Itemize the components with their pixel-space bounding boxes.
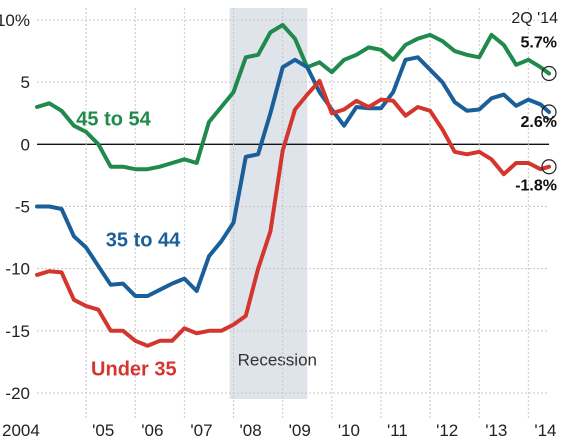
y-tick-label: 10% [0, 11, 30, 30]
recession-band-layer: Recession [229, 8, 317, 399]
x-tick-label: '14 [534, 421, 556, 440]
x-tick-label: '11 [387, 421, 408, 440]
end-value-label: 2.6% [521, 114, 557, 131]
axis-layer: 10% 5 0 -5 -10 -15 -20 2004 '05 '06 '07 '08 '09 '10 '1… [0, 11, 557, 440]
series-label: Under 35 [91, 359, 177, 381]
series-line [35, 23, 551, 172]
y-tick-label: -10 [5, 260, 30, 279]
x-tick-label: '05 [92, 421, 114, 440]
y-tick-label: -15 [5, 322, 30, 341]
series-layer [35, 23, 551, 348]
series-line [35, 55, 551, 298]
series-line [35, 78, 551, 348]
end-marker [541, 159, 557, 175]
x-tick-label: '13 [485, 421, 507, 440]
label-layer: 45 to 54 35 to 44 Under 35 5.7% 2.6% -1.8% 2Q … [76, 10, 558, 381]
end-value-label: 5.7% [521, 34, 557, 51]
series-label: 45 to 54 [76, 109, 151, 131]
y-tick-label: -5 [15, 198, 30, 217]
end-marker [541, 65, 557, 82]
y-tick-label: 0 [21, 135, 30, 154]
series-label: 35 to 44 [106, 229, 181, 251]
x-tick-label: '06 [141, 421, 163, 440]
x-tick-label: '12 [436, 421, 458, 440]
x-tick-label: '07 [190, 421, 212, 440]
x-tick-label: 2004 [2, 421, 40, 440]
x-tick-label: '10 [338, 421, 360, 440]
end-marker [541, 104, 557, 120]
x-tick-label: '09 [289, 421, 311, 440]
period-label: 2Q '14 [511, 10, 558, 27]
end-value-label: -1.8% [515, 178, 557, 195]
recession-label: Recession [238, 351, 317, 370]
recession-band [229, 8, 308, 399]
y-tick-label: 5 [21, 73, 30, 92]
x-tick-label: '08 [240, 421, 262, 440]
y-tick-label: -20 [5, 384, 30, 403]
